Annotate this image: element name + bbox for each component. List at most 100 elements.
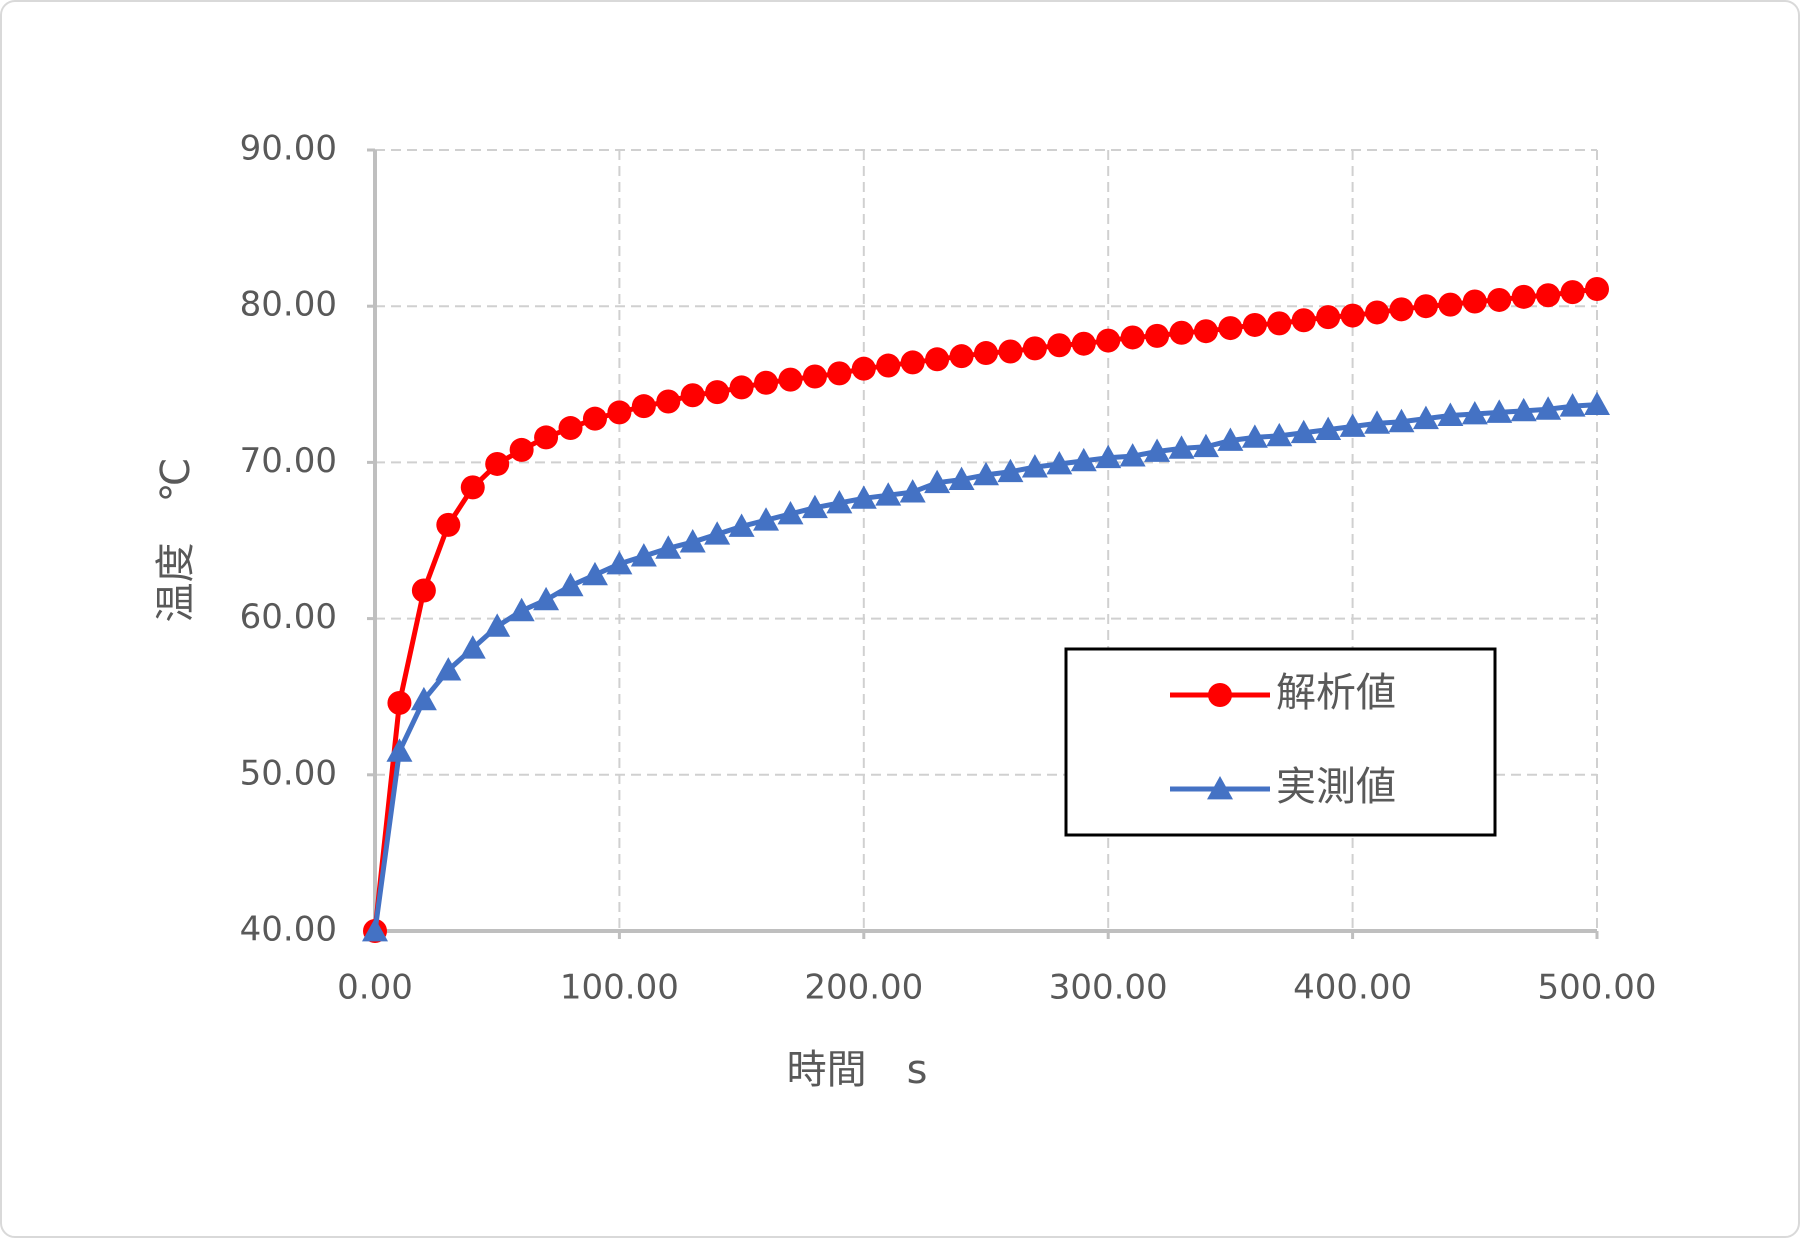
marker <box>1207 776 1233 800</box>
marker <box>485 451 510 476</box>
marker <box>827 361 852 386</box>
marker <box>410 686 437 711</box>
marker <box>1218 316 1243 341</box>
y-tick-label: 90.00 <box>240 129 337 169</box>
marker <box>460 475 485 500</box>
marker <box>1046 450 1073 475</box>
marker <box>1144 438 1171 462</box>
marker <box>1340 303 1365 328</box>
marker <box>997 458 1024 483</box>
marker <box>1339 413 1366 437</box>
marker <box>998 339 1023 364</box>
x-tick-label: 300.00 <box>1049 968 1168 1008</box>
marker <box>508 597 535 622</box>
marker <box>1389 297 1414 322</box>
marker <box>802 364 827 389</box>
marker <box>436 512 461 537</box>
marker <box>1412 405 1439 430</box>
marker <box>509 437 534 462</box>
marker <box>1315 416 1342 440</box>
marker <box>851 356 876 381</box>
y-tick-label: 70.00 <box>240 441 337 481</box>
marker <box>900 350 925 375</box>
marker <box>1168 435 1195 459</box>
marker <box>1022 336 1047 361</box>
legend-label: 解析値 <box>1276 670 1396 716</box>
marker <box>1365 300 1390 325</box>
marker <box>680 383 705 408</box>
marker <box>1535 396 1562 420</box>
marker <box>411 578 436 603</box>
marker <box>1145 323 1170 348</box>
marker <box>1047 333 1072 358</box>
marker <box>1487 287 1512 312</box>
y-axis-title: 温度 ℃ <box>153 458 199 623</box>
marker <box>1438 292 1463 317</box>
marker <box>925 347 950 372</box>
marker <box>435 657 462 681</box>
marker <box>1291 308 1316 333</box>
x-tick-label: 100.00 <box>560 968 679 1008</box>
marker <box>1208 683 1232 707</box>
marker <box>1095 444 1122 469</box>
y-tick-label: 50.00 <box>240 753 337 793</box>
marker <box>1192 433 1219 458</box>
marker <box>533 586 560 611</box>
marker <box>924 469 951 494</box>
marker <box>484 613 511 637</box>
marker <box>679 529 706 553</box>
marker <box>1536 283 1561 308</box>
marker <box>459 635 486 659</box>
marker <box>1511 284 1536 309</box>
marker <box>1486 399 1513 423</box>
marker <box>876 353 901 378</box>
y-tick-label: 40.00 <box>240 910 337 950</box>
marker <box>606 550 633 575</box>
marker <box>1266 422 1293 447</box>
y-tick-label: 80.00 <box>240 285 337 325</box>
marker <box>1584 391 1610 416</box>
marker <box>1021 454 1048 478</box>
marker <box>558 416 583 441</box>
marker <box>655 535 682 559</box>
marker <box>1119 443 1146 467</box>
marker <box>728 513 755 537</box>
marker <box>1290 419 1317 444</box>
marker <box>1388 408 1415 433</box>
marker <box>777 500 804 525</box>
marker <box>973 461 999 486</box>
marker <box>753 507 780 531</box>
marker <box>705 380 730 405</box>
marker <box>1241 424 1268 448</box>
marker <box>1120 325 1145 350</box>
marker <box>362 918 388 942</box>
marker <box>1071 331 1096 356</box>
marker <box>1510 397 1537 422</box>
marker <box>387 690 412 715</box>
marker <box>850 485 877 509</box>
marker <box>386 738 413 762</box>
marker <box>1316 305 1341 330</box>
marker <box>1242 312 1267 337</box>
marker <box>582 406 607 431</box>
marker <box>631 394 656 419</box>
marker <box>974 341 998 366</box>
marker <box>948 466 975 490</box>
legend-label: 実測値 <box>1276 764 1396 810</box>
marker <box>1462 289 1487 314</box>
marker <box>801 494 828 519</box>
marker <box>1193 319 1218 344</box>
marker <box>1364 410 1391 434</box>
marker <box>1070 447 1097 472</box>
marker <box>1413 294 1438 319</box>
marker <box>1437 402 1464 426</box>
legend-box <box>1064 647 1497 837</box>
marker <box>778 367 803 392</box>
marker <box>1096 328 1121 353</box>
marker <box>949 344 974 369</box>
marker <box>1560 280 1585 305</box>
marker <box>875 482 902 506</box>
x-tick-label: 0.00 <box>337 968 413 1008</box>
marker <box>1169 320 1194 345</box>
